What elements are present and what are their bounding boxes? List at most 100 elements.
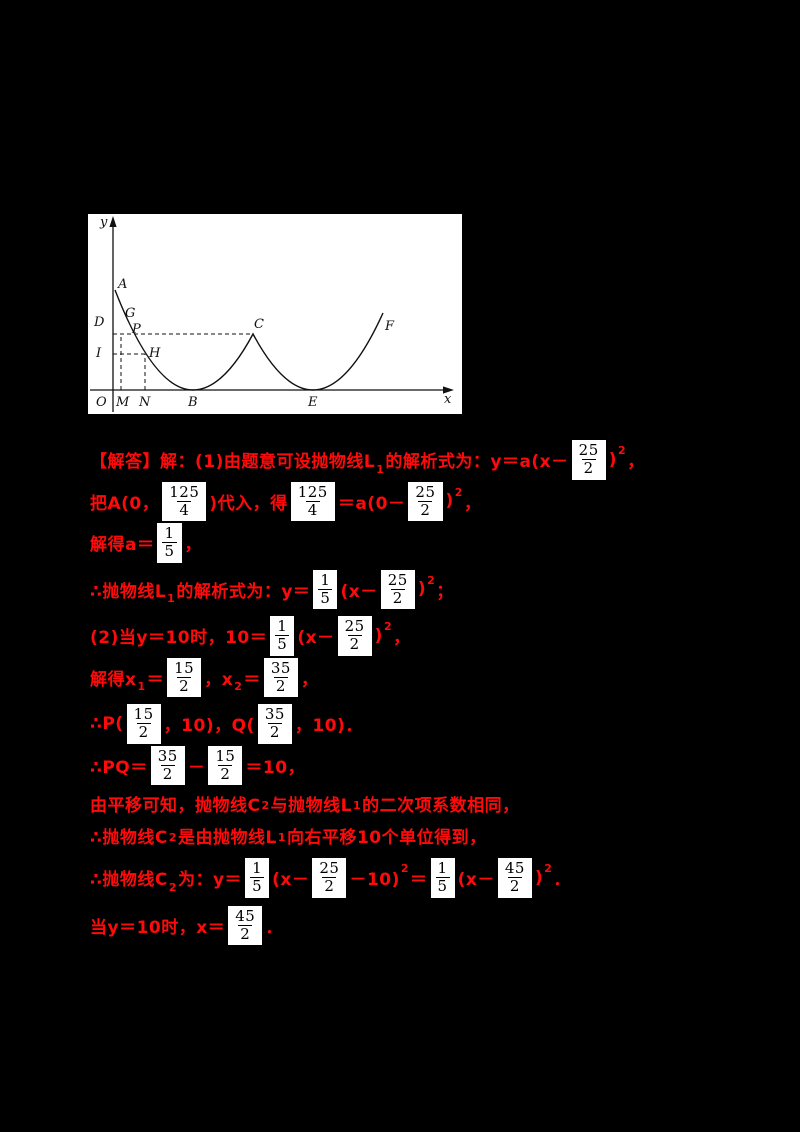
fraction-box: 35 2 xyxy=(150,745,185,785)
solution-text-run: 与抛物线L xyxy=(270,796,352,816)
label-point-M: M xyxy=(115,395,130,410)
exponent: 2 xyxy=(400,862,410,875)
solution-line: ∴抛物线L 1 的解析式为：y＝ 1 5 (x－ 25 2) 2； xyxy=(90,569,730,609)
solution-text-run: ∴抛物线C xyxy=(90,870,168,891)
label-point-B: B xyxy=(187,395,198,410)
fraction-denominator: 2 xyxy=(322,877,337,896)
fraction-numerator: 1 xyxy=(320,570,331,589)
label-point-G: G xyxy=(125,306,135,321)
fraction-box: 125 4 xyxy=(290,481,335,521)
fraction-numerator: 35 xyxy=(270,658,291,677)
solution-text-run: 解得a＝ xyxy=(90,535,155,556)
solution-text-run: 的解析式为：y＝a(x－ xyxy=(385,452,569,473)
fraction-denominator: 2 xyxy=(267,723,282,742)
solution-line: ∴抛物线C 2 是由抛物线L 1 向右平移10个单位得到， xyxy=(90,823,730,848)
solution-text-run: 由平移可知，抛物线C xyxy=(90,796,261,816)
parabola-plot: y x O A D G P I H M N B E C F xyxy=(90,215,454,412)
solution-text-run: ， xyxy=(627,452,645,473)
label-point-I: I xyxy=(95,346,102,361)
y-axis-arrow-icon xyxy=(109,216,117,227)
solution-text-run: ， xyxy=(393,628,411,649)
solution-text: 【解答】解：(1)由题意可设抛物线L 1 的解析式为：y＝a(x－ 25 2) 2，把A(… xyxy=(90,440,730,945)
subscript: 1 xyxy=(137,680,146,693)
solution-text-run: ) xyxy=(374,625,383,646)
solution-text-run: ) xyxy=(608,449,618,470)
fraction-numerator: 125 xyxy=(297,482,328,501)
solution-text-run: ，x xyxy=(204,669,234,690)
solution-line: ∴PQ＝ 35 2 － 15 2 ＝10， xyxy=(90,745,730,785)
solution-text-run: (x－ xyxy=(340,581,378,602)
fraction-box: 15 2 xyxy=(126,704,161,744)
solution-line: 解得a＝ 1 5， xyxy=(90,523,730,563)
fraction-box: 25 2 xyxy=(312,858,347,898)
fraction-numerator: 35 xyxy=(264,705,285,723)
label-point-F: F xyxy=(384,319,395,334)
fraction-denominator: 2 xyxy=(418,500,433,519)
solution-text-run: ，10)． xyxy=(294,716,363,737)
fraction-numerator: 25 xyxy=(415,482,436,501)
solution-line: 由平移可知，抛物线C 2 与抛物线L 1 的二次项系数相同， xyxy=(90,791,730,816)
fraction-box: 15 2 xyxy=(167,657,202,697)
subscript: 1 xyxy=(376,462,385,476)
solution-text-run: ∴P( xyxy=(90,713,124,734)
solution-text-run: 向右平移10个单位得到， xyxy=(286,828,487,848)
solution-text-run: －10) xyxy=(349,870,400,891)
fraction-denominator: 4 xyxy=(305,500,320,519)
solution-text-run: 的二次项系数相同， xyxy=(362,796,520,816)
solution-text-run: )代入，得 xyxy=(209,493,288,514)
fraction-numerator: 1 xyxy=(437,859,448,877)
fraction-denominator: 5 xyxy=(250,877,265,896)
exponent: 2 xyxy=(544,862,553,875)
solution-text-run: (x－ xyxy=(297,628,335,649)
fraction-numerator: 1 xyxy=(277,617,288,635)
solution-text-run: ) xyxy=(417,579,427,600)
label-point-N: N xyxy=(138,395,151,410)
fraction-denominator: 2 xyxy=(273,676,288,695)
label-point-D: D xyxy=(93,315,105,330)
solution-text-run: 当y＝10时，x＝ xyxy=(90,917,226,938)
fraction-denominator: 5 xyxy=(435,877,450,896)
fraction-denominator: 2 xyxy=(238,924,253,943)
solution-text-run: ＝10， xyxy=(245,757,306,778)
solution-text-run: ) xyxy=(534,867,544,888)
fraction-box: 45 2 xyxy=(228,905,263,945)
fraction-numerator: 35 xyxy=(157,746,178,765)
solution-text-run: ， xyxy=(184,535,203,556)
solution-line: 【解答】解：(1)由题意可设抛物线L 1 的解析式为：y＝a(x－ 25 2) 2 ， xyxy=(90,440,730,480)
solution-text-run: ＝ xyxy=(146,669,165,690)
fraction-box: 25 2 xyxy=(380,569,415,609)
solution-text-run: － xyxy=(187,757,206,778)
solution-text-run: 解得x xyxy=(90,669,137,690)
solution-text-run: ， xyxy=(300,669,319,690)
solution-text-run: ∴抛物线L xyxy=(90,581,167,602)
solution-line: 把A(0， 125 4)代入，得 125 4 ＝a(0－ 25 2) 2， xyxy=(90,481,730,521)
solution-line: (2)当y＝10时，10＝ 1 5 (x－ 25 2) 2， xyxy=(90,616,730,656)
label-origin: O xyxy=(96,395,107,410)
solution-text-run: ∴抛物线C xyxy=(90,828,168,848)
solution-text-run: 把A(0， xyxy=(90,493,160,514)
fraction-numerator: 15 xyxy=(133,705,154,723)
fraction-box: 25 2 xyxy=(571,440,606,480)
solution-text-run: ， xyxy=(463,493,482,514)
solution-text-run: ． xyxy=(265,917,283,938)
solution-text-run: ，10)，Q( xyxy=(163,716,255,737)
subscript: 2 xyxy=(261,799,270,812)
fraction-denominator: 2 xyxy=(507,877,522,896)
fraction-box: 45 2 xyxy=(497,858,532,898)
figure-parabola-graph: y x O A D G P I H M N B E C F xyxy=(88,214,462,414)
fraction-numerator: 125 xyxy=(169,482,200,501)
fraction-denominator: 2 xyxy=(136,723,151,742)
solution-line: ∴抛物线C 2 为：y＝ 1 5 (x－ 25 2 －10) 2 ＝ 1 5 (x－ 45 2) 2 ． xyxy=(90,858,730,898)
fraction-denominator: 2 xyxy=(581,459,596,478)
solution-text-run: 【解答】解：(1)由题意可设抛物线L xyxy=(90,452,376,473)
fraction-denominator: 2 xyxy=(347,635,362,654)
label-point-A: A xyxy=(117,277,127,292)
fraction-numerator: 25 xyxy=(578,441,599,459)
subscript: 1 xyxy=(167,592,176,605)
solution-text-run: 的解析式为：y＝ xyxy=(176,581,311,602)
